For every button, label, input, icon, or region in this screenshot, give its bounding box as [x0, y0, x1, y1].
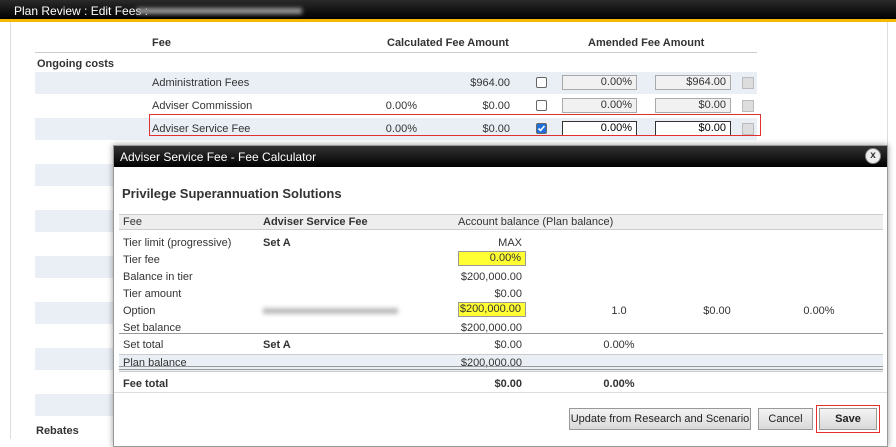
row-label: Tier fee: [123, 254, 160, 266]
button-highlight: [816, 405, 880, 433]
set-name: Set A: [263, 237, 291, 249]
set-name: Set A: [263, 339, 291, 351]
button-bar-rule: [114, 392, 887, 393]
extra-value: 0.00%: [603, 378, 635, 390]
column-header: Amended Fee Amount: [588, 37, 705, 49]
blurred-option-name: [263, 308, 398, 314]
balance-input[interactable]: $200,000.00: [458, 302, 526, 317]
row-highlight: [149, 114, 761, 136]
edit-button[interactable]: [742, 77, 754, 89]
fee-name: Adviser Service Fee: [152, 123, 251, 135]
section-label: Rebates: [36, 425, 79, 437]
row-label: Tier limit (progressive): [123, 237, 232, 249]
amend-checkbox[interactable]: [536, 77, 547, 88]
extra-value: $0.00: [703, 305, 731, 317]
balance: $0.00: [494, 288, 522, 300]
fee-calculator-dialog: Adviser Service Fee - Fee Calculator x P…: [113, 145, 888, 447]
balance: $200,000.00: [460, 322, 522, 334]
top-bar: Plan Review : Edit Fees :: [0, 0, 896, 22]
row-stripe: [35, 72, 757, 94]
blurred-name: [137, 8, 302, 14]
column-header: Calculated Fee Amount: [387, 37, 509, 49]
header-rule: [35, 52, 757, 53]
calculated-amount: $964.00: [470, 77, 510, 89]
amend-checkbox[interactable]: [536, 100, 547, 111]
calculated-amount: $0.00: [482, 123, 510, 135]
column-header: Account balance (Plan balance): [458, 216, 614, 228]
amended-percent-input[interactable]: 0.00%: [562, 98, 637, 113]
table-header-bg: [119, 214, 883, 230]
amended-amount-input[interactable]: $0.00: [655, 98, 731, 113]
balance: MAX: [498, 237, 522, 249]
extra-value: 0.00%: [803, 305, 835, 317]
dialog-button[interactable]: Update from Research and Scenario: [569, 408, 751, 430]
amended-percent-input[interactable]: 0.00%: [562, 75, 637, 90]
edit-button[interactable]: [742, 100, 754, 112]
column-header: Adviser Service Fee: [263, 216, 368, 228]
dialog-title-bar: Adviser Service Fee - Fee Calculator x: [114, 146, 887, 167]
row-label: Fee total: [123, 378, 169, 390]
edit-button[interactable]: [742, 123, 754, 135]
page-title: Plan Review : Edit Fees :: [14, 4, 149, 18]
fee-name: Adviser Commission: [152, 100, 253, 112]
dialog-title: Adviser Service Fee - Fee Calculator: [120, 150, 317, 164]
extra-value: 1.0: [611, 305, 627, 317]
close-button[interactable]: x: [865, 148, 881, 164]
amend-checkbox[interactable]: [536, 123, 547, 134]
row-label: Balance in tier: [123, 271, 193, 283]
column-header: Fee: [152, 37, 171, 49]
fee-percent: 0.00%: [385, 123, 417, 135]
dialog-button[interactable]: Save: [819, 408, 877, 430]
balance-input[interactable]: 0.00%: [458, 251, 526, 266]
dialog-heading: Privilege Superannuation Solutions: [122, 186, 342, 201]
section-label: Ongoing costs: [37, 58, 114, 70]
calculated-amount: $0.00: [482, 100, 510, 112]
fee-percent: 0.00%: [385, 100, 417, 112]
amended-amount-input[interactable]: $964.00: [655, 75, 731, 90]
row-shade: [119, 354, 883, 372]
dialog-button[interactable]: Cancel: [758, 408, 813, 430]
extra-value: 0.00%: [603, 339, 635, 351]
row-label: Tier amount: [123, 288, 182, 300]
fee-name: Administration Fees: [152, 77, 250, 89]
row-label: Set balance: [123, 322, 182, 334]
double-rule: [119, 366, 883, 370]
row-label: Set total: [123, 339, 164, 351]
row-rule: [119, 333, 883, 334]
column-header: Fee: [123, 216, 142, 228]
balance: $0.00: [494, 339, 522, 351]
row-label: Option: [123, 305, 156, 317]
balance: $200,000.00: [460, 271, 522, 283]
balance: $0.00: [494, 378, 522, 390]
